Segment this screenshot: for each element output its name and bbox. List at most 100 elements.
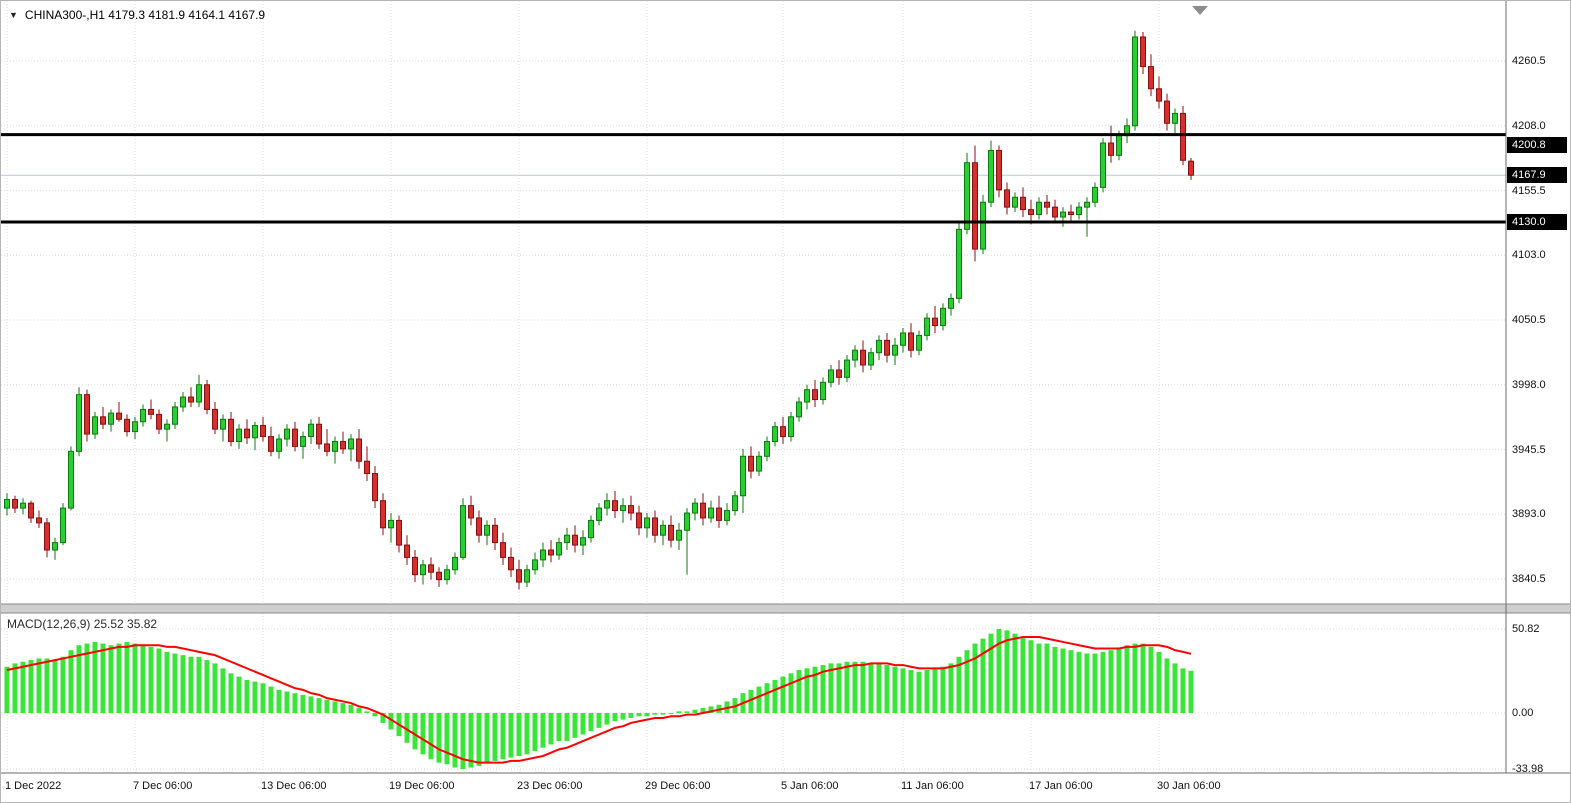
candle: [1044, 201, 1050, 208]
candle: [460, 505, 466, 558]
time-axis[interactable]: 1 Dec 2022 7 Dec 06:00 13 Dec 06:00 19 Dec …: [1, 773, 1506, 802]
macd-bar: [1044, 643, 1050, 713]
price-badge: 4130.0: [1507, 213, 1567, 230]
candle: [644, 517, 650, 529]
candle: [1004, 189, 1010, 208]
macd-bar: [252, 681, 258, 713]
time-axis-label: 7 Dec 06:00: [133, 780, 193, 792]
macd-bar: [636, 713, 642, 717]
macd-bar: [388, 713, 394, 730]
candle: [596, 507, 602, 521]
candle: [636, 512, 642, 529]
macd-axis-label: 50.82: [1512, 622, 1540, 635]
candle: [196, 384, 202, 403]
candle: [748, 455, 754, 472]
candle: [860, 349, 866, 366]
macd-bar: [708, 706, 714, 713]
macd-bar: [332, 701, 338, 713]
candle: [916, 334, 922, 351]
macd-bar: [212, 663, 218, 713]
candle: [36, 517, 42, 524]
macd-bar: [428, 713, 434, 760]
candle: [692, 502, 698, 514]
macd-bar: [780, 676, 786, 713]
macd-bar: [1092, 653, 1098, 713]
candle: [1132, 36, 1138, 127]
macd-bar: [756, 686, 762, 713]
candle: [724, 510, 730, 521]
candle: [228, 418, 234, 442]
candle: [212, 408, 218, 430]
candle: [1156, 88, 1162, 102]
macd-bar: [124, 641, 130, 713]
candle: [836, 369, 842, 378]
macd-bar: [532, 713, 538, 752]
macd-bar: [676, 711, 682, 713]
macd-bar: [980, 638, 986, 713]
macd-bar: [892, 666, 898, 713]
candle: [1172, 112, 1178, 124]
candle: [908, 332, 914, 351]
candle: [668, 524, 674, 541]
macd-bar: [884, 665, 890, 713]
macd-bar: [828, 663, 834, 713]
price-axis-label: 3945.5: [1512, 443, 1546, 456]
candle: [484, 524, 490, 536]
macd-bar: [700, 708, 706, 713]
macd-bar: [948, 663, 954, 713]
macd-axis-label: -33.98: [1512, 763, 1544, 776]
candle: [732, 495, 738, 512]
macd-bar: [196, 656, 202, 713]
macd-bar: [276, 689, 282, 713]
candle: [260, 424, 266, 438]
collapse-arrow-icon[interactable]: ▼: [9, 9, 18, 20]
macd-bar: [4, 666, 10, 713]
candle: [52, 542, 58, 551]
candle: [452, 556, 458, 571]
candle: [764, 440, 770, 457]
candle: [44, 522, 50, 551]
candle: [772, 426, 778, 442]
macd-bar: [284, 691, 290, 713]
candle: [1052, 206, 1058, 218]
time-axis-label: 30 Jan 06:00: [1157, 780, 1221, 792]
macd-bar: [924, 670, 930, 713]
macd-bar: [540, 713, 546, 748]
time-axis-label: 17 Jan 06:00: [1029, 780, 1093, 792]
macd-bar: [340, 703, 346, 713]
panel-separator[interactable]: [1, 604, 1571, 613]
candle: [788, 416, 794, 438]
candle: [716, 507, 722, 521]
macd-bar: [364, 711, 370, 713]
macd-bar: [1132, 643, 1138, 713]
candle: [828, 369, 834, 383]
macd-bar: [84, 643, 90, 713]
price-axis-label: 4050.5: [1512, 314, 1546, 326]
candle: [1084, 201, 1090, 208]
macd-bar: [852, 661, 858, 713]
macd-bar: [788, 673, 794, 713]
macd-bar: [236, 676, 242, 713]
candle: [708, 507, 714, 519]
macd-bar: [484, 713, 490, 763]
macd-bar: [492, 713, 498, 761]
macd-bar: [108, 645, 114, 713]
macd-indicator-label: MACD(12,26,9) 25.52 35.82: [7, 617, 158, 631]
macd-bar: [28, 660, 34, 713]
chart-shift-marker-icon[interactable]: [1192, 6, 1208, 15]
time-axis-label: 11 Jan 06:00: [901, 780, 964, 792]
macd-bar: [908, 670, 914, 713]
candle: [1180, 112, 1186, 161]
candle: [1076, 206, 1082, 216]
candle: [676, 529, 682, 541]
candle: [548, 549, 554, 556]
macd-bar: [180, 655, 186, 713]
macd-bar: [1084, 653, 1090, 713]
price-axis[interactable]: 4260.5 4208.0 4155.5 4103.0 4050.5 3998.0 3945…: [1507, 1, 1570, 776]
macd-bar: [1172, 663, 1178, 713]
macd-bar: [404, 713, 410, 743]
candle: [924, 317, 930, 336]
macd-bar: [932, 668, 938, 713]
macd-bar: [92, 641, 98, 713]
